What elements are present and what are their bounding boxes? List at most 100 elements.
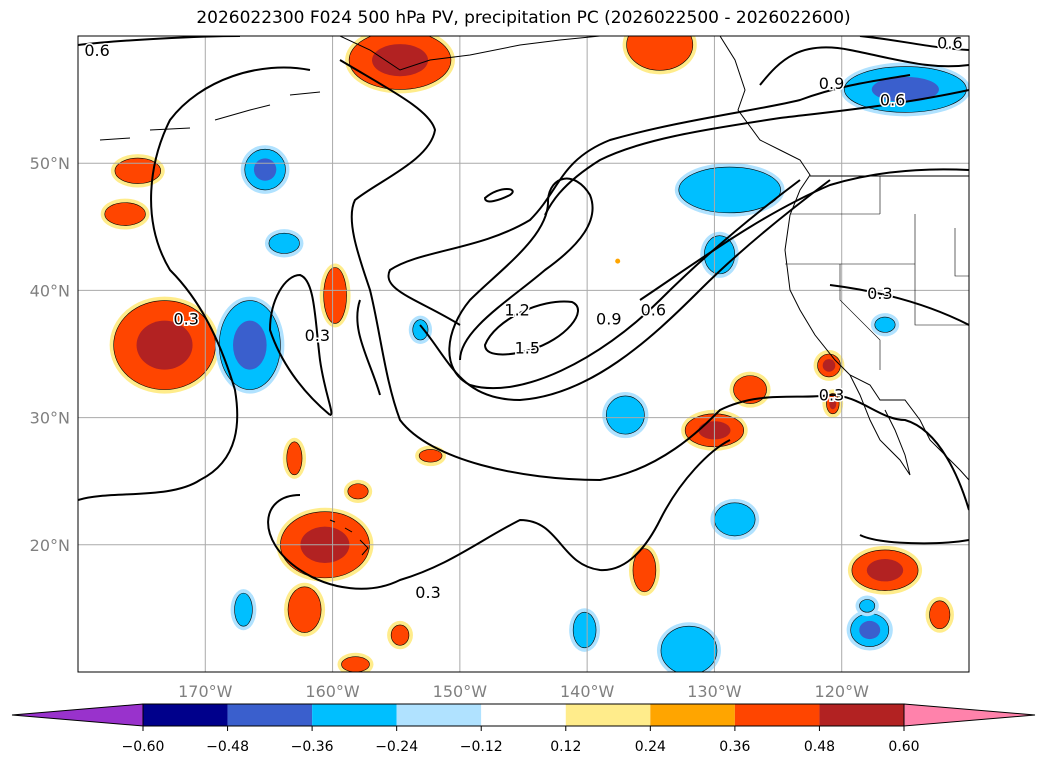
lon-tick-label: 120°W — [815, 682, 870, 701]
colorbar-tick-label: 0.12 — [550, 739, 581, 755]
colorbar-extend-high — [903, 703, 1036, 727]
colorbar-segment — [396, 704, 482, 726]
precip-area-core — [233, 320, 267, 370]
contour-label: 0.9 — [819, 74, 844, 93]
precipitation-fill-layer — [100, 36, 969, 672]
contour-label: 0.6 — [880, 91, 905, 110]
lon-tick-label: 130°W — [687, 682, 742, 701]
pv-contour-0.9-ne — [759, 36, 969, 86]
hawaiian-islands — [329, 519, 369, 556]
map-frame — [77, 35, 970, 673]
pv-contour-0.3-south — [267, 439, 969, 590]
colorbar-segment — [481, 704, 566, 726]
contour-label: 1.2 — [504, 300, 529, 319]
contour-label: 0.3 — [305, 326, 330, 345]
precip-area — [347, 483, 369, 500]
pv-contours — [78, 36, 969, 590]
precip-area — [268, 232, 300, 254]
lon-tick-label: 170°W — [178, 682, 233, 701]
precip-area — [341, 656, 370, 672]
pv-contour-0.3-east — [829, 284, 969, 326]
contour-label: 0.3 — [819, 386, 844, 405]
precip-area-core — [829, 398, 837, 410]
precip-area — [418, 449, 443, 463]
colorbar-tick-label: −0.48 — [206, 739, 249, 755]
colorbar: −0.60 −0.48 −0.36 −0.24 −0.12 0.12 0.24 0.36 0.4… — [11, 703, 1036, 755]
contour-label: 0.9 — [596, 309, 621, 328]
colorbar-tick-label: −0.36 — [291, 739, 334, 755]
precip-area — [660, 625, 718, 672]
precip-area — [104, 202, 146, 226]
contour-label: 0.6 — [937, 33, 962, 52]
precip-area-core — [822, 359, 836, 372]
colorbar-segment — [312, 704, 397, 726]
precip-area-core — [136, 320, 193, 370]
contour-label: 0.3 — [173, 309, 198, 328]
contour-label: 0.6 — [84, 41, 109, 60]
colorbar-tick-label: −0.24 — [375, 739, 418, 755]
lon-tick-label: 150°W — [433, 682, 488, 701]
pv-contour-0.6 — [78, 36, 969, 396]
colorbar-segment — [819, 704, 904, 726]
colorbar-tick-label: 0.48 — [804, 739, 835, 755]
colorbar-tick-label: 0.60 — [888, 739, 919, 755]
colorbar-segment — [650, 704, 735, 726]
precip-area — [733, 375, 767, 404]
precip-area-core — [372, 44, 429, 77]
colorbar-outline — [142, 703, 905, 727]
coastlines — [99, 36, 969, 556]
contour-labels: 0.6 0.3 0.3 1.2 1.5 0.9 0.6 0.3 0.9 0.6 0.6 0.3 0.3 — [83, 33, 964, 603]
colorbar-tick-label: 0.24 — [635, 739, 666, 755]
pv-contour-0.3-island — [483, 188, 514, 203]
pv-contour-0.3-west — [78, 66, 311, 501]
colorbar-segment — [143, 704, 228, 726]
precip-point — [615, 258, 621, 264]
lat-tick-label: 30°N — [30, 409, 70, 428]
colorbar-tick-label: −0.60 — [122, 739, 165, 755]
precip-area — [626, 36, 694, 71]
contour-label: 0.6 — [641, 300, 666, 319]
colorbar-segment — [565, 704, 651, 726]
axis-ticks: 170°W 160°W 150°W 140°W 130°W 120°W 50°N 40°N 30… — [30, 154, 869, 701]
alaska-coastline — [339, 36, 601, 71]
baja-california-coastline — [849, 374, 911, 476]
pv-contour-0.3-central — [268, 59, 969, 511]
precip-area — [714, 502, 756, 537]
precip-area — [323, 267, 347, 324]
precip-area-core — [859, 620, 881, 640]
pv-contour-1.5 — [483, 300, 579, 356]
precip-area-core — [866, 559, 904, 582]
precip-area — [286, 441, 303, 476]
precip-area — [234, 592, 253, 627]
precip-area-core — [253, 158, 277, 181]
precip-area — [572, 611, 597, 649]
aleutian-islands — [99, 91, 321, 141]
precip-area-core — [871, 76, 939, 103]
lat-tick-label: 20°N — [30, 536, 70, 555]
precip-area — [929, 600, 951, 630]
colorbar-segment — [227, 704, 313, 726]
precip-area — [412, 319, 429, 341]
lon-tick-label: 160°W — [305, 682, 360, 701]
contour-label: 0.3 — [867, 284, 892, 303]
colorbar-segment — [734, 704, 820, 726]
precip-area — [287, 586, 322, 633]
pv-contour-0.9 — [387, 74, 911, 402]
colorbar-tick-label: −0.12 — [460, 739, 503, 755]
pv-contour-1.2 — [448, 177, 801, 390]
contour-label: 0.3 — [415, 583, 440, 602]
north-america-coastline — [719, 36, 969, 481]
state-borders — [785, 176, 969, 370]
contour-label: 1.5 — [515, 339, 540, 358]
precip-area — [390, 624, 410, 646]
lat-tick-label: 50°N — [30, 154, 70, 173]
lon-tick-label: 140°W — [560, 682, 615, 701]
precip-area — [859, 599, 876, 613]
precip-area — [874, 316, 896, 333]
precip-area — [678, 166, 781, 214]
lat-tick-label: 40°N — [30, 281, 70, 300]
precip-area — [114, 157, 162, 184]
precip-area — [605, 395, 645, 435]
chart-title: 2026022300 F024 500 hPa PV, precipitatio… — [196, 8, 851, 28]
